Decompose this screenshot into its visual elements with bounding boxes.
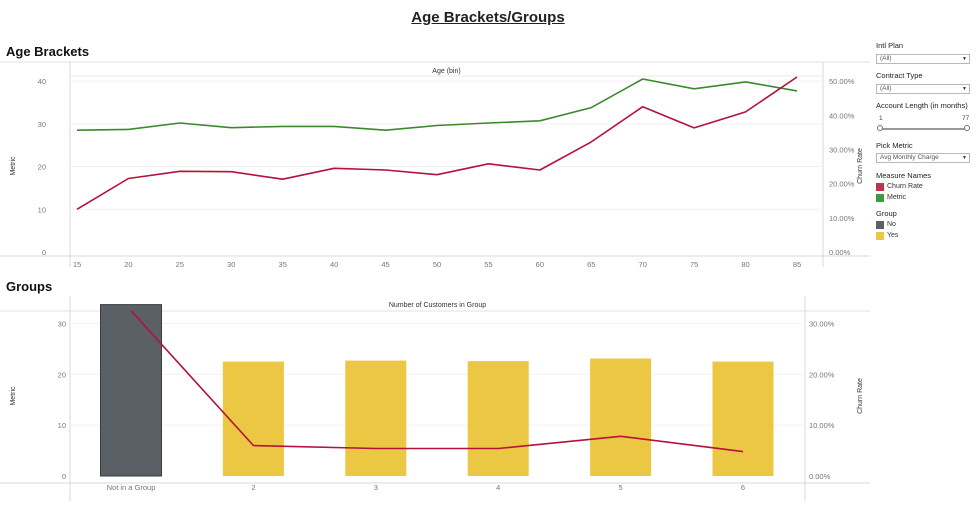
x-tick-label: 80 — [741, 260, 749, 269]
chart-header-label: Age (bin) — [432, 68, 460, 75]
series-line-churn-rate — [130, 310, 744, 453]
y2-tick-label: 50.00% — [829, 77, 855, 86]
bar-6 — [712, 361, 774, 476]
x-tick-label: 5 — [619, 483, 623, 492]
y2-axis-title: Churn Rate — [857, 378, 864, 414]
y-tick-label: 20 — [58, 370, 66, 379]
x-tick-label: 20 — [124, 260, 132, 269]
x-tick-label: Not in a Group — [107, 483, 156, 492]
x-tick-label: 65 — [587, 260, 595, 269]
y2-tick-label: 20.00% — [809, 370, 835, 379]
groups-bar-chart[interactable]: Number of Customers in Group Metric Churn … — [0, 296, 870, 506]
x-tick-label: 4 — [496, 483, 500, 492]
y2-tick-label: 30.00% — [829, 145, 855, 154]
y2-tick-label: 0.00% — [809, 472, 831, 481]
chevron-down-icon: ▼ — [962, 56, 967, 62]
section-title-groups: Groups — [6, 279, 53, 294]
account-length-filter-title: Account Length (in months) — [876, 101, 968, 110]
legend-label: No — [887, 221, 896, 228]
y-tick-label: 10 — [58, 421, 66, 430]
contract-type-filter-title: Contract Type — [876, 71, 923, 80]
pick-metric-title: Pick Metric — [876, 141, 913, 150]
y-tick-label: 30 — [58, 319, 66, 328]
legend-swatch — [876, 220, 884, 229]
x-tick-label: 30 — [227, 260, 235, 269]
y-axis-title: Metric — [10, 386, 17, 406]
y2-tick-label: 40.00% — [829, 111, 855, 120]
legend-item-no[interactable]: No — [876, 220, 896, 229]
account-length-min-value: 1 — [879, 115, 883, 122]
chevron-down-icon: ▼ — [962, 86, 967, 92]
x-tick-label: 70 — [639, 260, 647, 269]
y-tick-label: 40 — [38, 77, 46, 86]
x-tick-label: 55 — [484, 260, 492, 269]
group-legend-title: Group — [876, 209, 897, 218]
legend-label: Metric — [887, 194, 907, 201]
x-tick-label: 6 — [741, 483, 745, 492]
x-tick-label: 40 — [330, 260, 338, 269]
intl-plan-filter-title: Intl Plan — [876, 41, 904, 50]
x-tick-label: 25 — [176, 260, 184, 269]
y2-tick-label: 10.00% — [829, 214, 855, 223]
y-tick-label: 0 — [42, 248, 46, 257]
y2-tick-label: 10.00% — [809, 421, 835, 430]
pick-metric-selected-value: Avg Monthly Charge — [880, 154, 939, 161]
chart-header-label: Number of Customers in Group — [389, 302, 486, 309]
x-tick-label: 75 — [690, 260, 698, 269]
intl-plan-dropdown[interactable]: (All) ▼ — [876, 54, 970, 64]
y2-axis-title: Churn Rate — [857, 148, 864, 184]
legend-swatch — [876, 182, 884, 191]
x-tick-label: 60 — [536, 260, 544, 269]
legend-item-metric[interactable]: Metric — [876, 193, 906, 202]
x-tick-label: 2 — [251, 483, 255, 492]
x-tick-label: 45 — [381, 260, 389, 269]
pick-metric-dropdown[interactable]: Avg Monthly Charge ▼ — [876, 153, 970, 163]
y2-tick-label: 20.00% — [829, 180, 855, 189]
bar-4 — [467, 361, 529, 476]
account-length-max-handle[interactable] — [964, 125, 970, 131]
x-tick-label: 35 — [279, 260, 287, 269]
intl-plan-selected-value: (All) — [880, 55, 892, 62]
account-length-min-handle[interactable] — [877, 125, 883, 131]
x-tick-label: 85 — [793, 260, 801, 269]
legend-swatch — [876, 231, 884, 240]
legend-label: Churn Rate — [887, 183, 923, 190]
legend-item-yes[interactable]: Yes — [876, 231, 898, 240]
bar-not-in-a-group — [100, 304, 162, 477]
legend-swatch — [876, 193, 884, 202]
contract-type-selected-value: (All) — [880, 85, 892, 92]
x-tick-label: 50 — [433, 260, 441, 269]
y-tick-label: 20 — [38, 163, 46, 172]
series-line-churn-rate — [76, 76, 798, 210]
y-tick-label: 10 — [38, 205, 46, 214]
x-tick-label: 15 — [73, 260, 81, 269]
dashboard-title: Age Brackets/Groups — [411, 9, 565, 26]
series-line-metric — [76, 78, 798, 131]
chevron-down-icon: ▼ — [962, 155, 967, 161]
bar-5 — [590, 358, 652, 476]
measure-names-legend-title: Measure Names — [876, 171, 932, 180]
legend-item-churn-rate[interactable]: Churn Rate — [876, 182, 923, 191]
y-tick-label: 30 — [38, 120, 46, 129]
y-axis-title: Metric — [10, 156, 17, 176]
account-length-slider-track[interactable] — [880, 128, 968, 130]
bar-3 — [345, 360, 407, 476]
y-tick-label: 0 — [62, 472, 66, 481]
contract-type-dropdown[interactable]: (All) ▼ — [876, 84, 970, 94]
x-tick-label: 3 — [374, 483, 378, 492]
bar-2 — [222, 361, 284, 476]
legend-label: Yes — [887, 232, 899, 239]
age-bracket-line-chart[interactable]: Age (bin) Metric Churn Rate 0 10 20 30 40 0.00% 1… — [0, 61, 870, 272]
section-title-age-brackets: Age Brackets — [6, 44, 90, 59]
account-length-max-value: 77 — [962, 115, 970, 122]
y2-tick-label: 0.00% — [829, 248, 851, 257]
y2-tick-label: 30.00% — [809, 319, 835, 328]
